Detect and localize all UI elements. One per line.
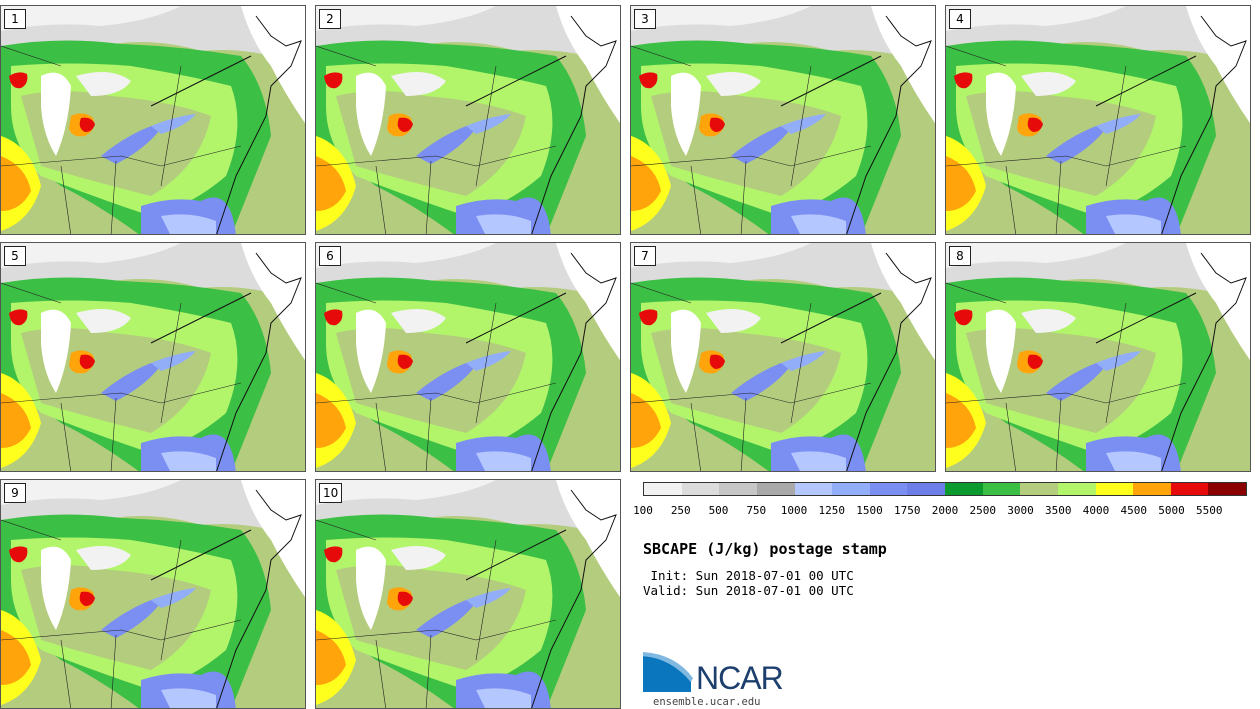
valid-time: Valid: Sun 2018-07-01 00 UTC bbox=[643, 583, 854, 598]
map-panel: 1 bbox=[0, 5, 306, 235]
cape-map-image bbox=[631, 243, 935, 471]
colorbar-cell bbox=[869, 483, 908, 495]
colorbar-tick-label: 4000 bbox=[1082, 504, 1110, 517]
panel-number: 1 bbox=[4, 9, 26, 29]
map-panel: 10 bbox=[315, 479, 621, 709]
colorbar-tick-label: 1750 bbox=[894, 504, 921, 517]
colorbar-cell bbox=[832, 483, 870, 495]
cape-map-image bbox=[946, 243, 1250, 471]
cape-map-image bbox=[316, 243, 620, 471]
colorbar-cell bbox=[982, 483, 1021, 495]
time-info: Init: Sun 2018-07-01 00 UTC Valid: Sun 2… bbox=[643, 568, 854, 598]
ncar-logo-icon bbox=[643, 652, 693, 692]
cape-map-image bbox=[316, 6, 620, 234]
colorbar-cell bbox=[756, 483, 795, 495]
map-panel: 9 bbox=[0, 479, 306, 709]
cape-map-image bbox=[1, 480, 305, 708]
panel-number: 10 bbox=[319, 483, 343, 503]
colorbar-tick-label: 2500 bbox=[969, 504, 997, 517]
cape-map-image bbox=[946, 6, 1250, 234]
site-url: ensemble.ucar.edu bbox=[653, 696, 761, 708]
cape-map-image bbox=[316, 480, 620, 708]
colorbar-cell bbox=[1133, 483, 1171, 495]
colorbar-cell bbox=[1208, 483, 1246, 495]
colorbar-cell bbox=[1095, 483, 1134, 495]
map-panel: 6 bbox=[315, 242, 621, 472]
cape-map-image bbox=[1, 243, 305, 471]
logo-text: NCAR bbox=[696, 660, 784, 696]
colorbar-tick-label: 3500 bbox=[1045, 504, 1072, 517]
map-panel: 3 bbox=[630, 5, 936, 235]
colorbar-cell bbox=[681, 483, 720, 495]
colorbar bbox=[643, 482, 1247, 496]
init-time: Init: Sun 2018-07-01 00 UTC bbox=[643, 568, 854, 583]
cape-map-image bbox=[1, 6, 305, 234]
colorbar-tick-label: 5000 bbox=[1158, 504, 1185, 517]
colorbar-tick-label: 500 bbox=[708, 504, 729, 517]
colorbar-cell bbox=[945, 483, 983, 495]
panel-number: 6 bbox=[319, 246, 341, 266]
colorbar-tick-label: 1250 bbox=[818, 504, 846, 517]
colorbar-tick-label: 5500 bbox=[1196, 504, 1223, 517]
colorbar-cell bbox=[719, 483, 757, 495]
colorbar-cell bbox=[907, 483, 945, 495]
colorbar-tick-label: 1500 bbox=[856, 504, 883, 517]
map-panel: 7 bbox=[630, 242, 936, 472]
colorbar-tick-labels: 100 250 500 750 1000 1250 1500 1750 2000 2500 3000… bbox=[633, 504, 1247, 518]
colorbar-cell bbox=[1170, 483, 1209, 495]
panel-number: 7 bbox=[634, 246, 656, 266]
colorbar-tick-label: 250 bbox=[670, 504, 691, 517]
map-panel: 2 bbox=[315, 5, 621, 235]
colorbar-tick-label: 3000 bbox=[1007, 504, 1034, 517]
map-panel: 5 bbox=[0, 242, 306, 472]
map-panel: 4 bbox=[945, 5, 1251, 235]
chart-title: SBCAPE (J/kg) postage stamp bbox=[643, 540, 887, 558]
cape-map-image bbox=[631, 6, 935, 234]
panel-number: 4 bbox=[949, 9, 971, 29]
colorbar-tick-label: 100 bbox=[633, 504, 653, 517]
colorbar-cell bbox=[644, 483, 682, 495]
colorbar-cell bbox=[1057, 483, 1096, 495]
map-panel: 8 bbox=[945, 242, 1251, 472]
panel-number: 8 bbox=[949, 246, 971, 266]
colorbar-cell bbox=[794, 483, 833, 495]
panel-number: 9 bbox=[4, 483, 26, 503]
panel-number: 3 bbox=[634, 9, 656, 29]
colorbar-tick-label: 750 bbox=[746, 504, 767, 517]
panel-number: 5 bbox=[4, 246, 26, 266]
colorbar-cell bbox=[1020, 483, 1058, 495]
colorbar-tick-label: 1000 bbox=[780, 504, 808, 517]
colorbar-tick-label: 2000 bbox=[931, 504, 959, 517]
panel-number: 2 bbox=[319, 9, 341, 29]
colorbar-tick-label: 4500 bbox=[1120, 504, 1148, 517]
